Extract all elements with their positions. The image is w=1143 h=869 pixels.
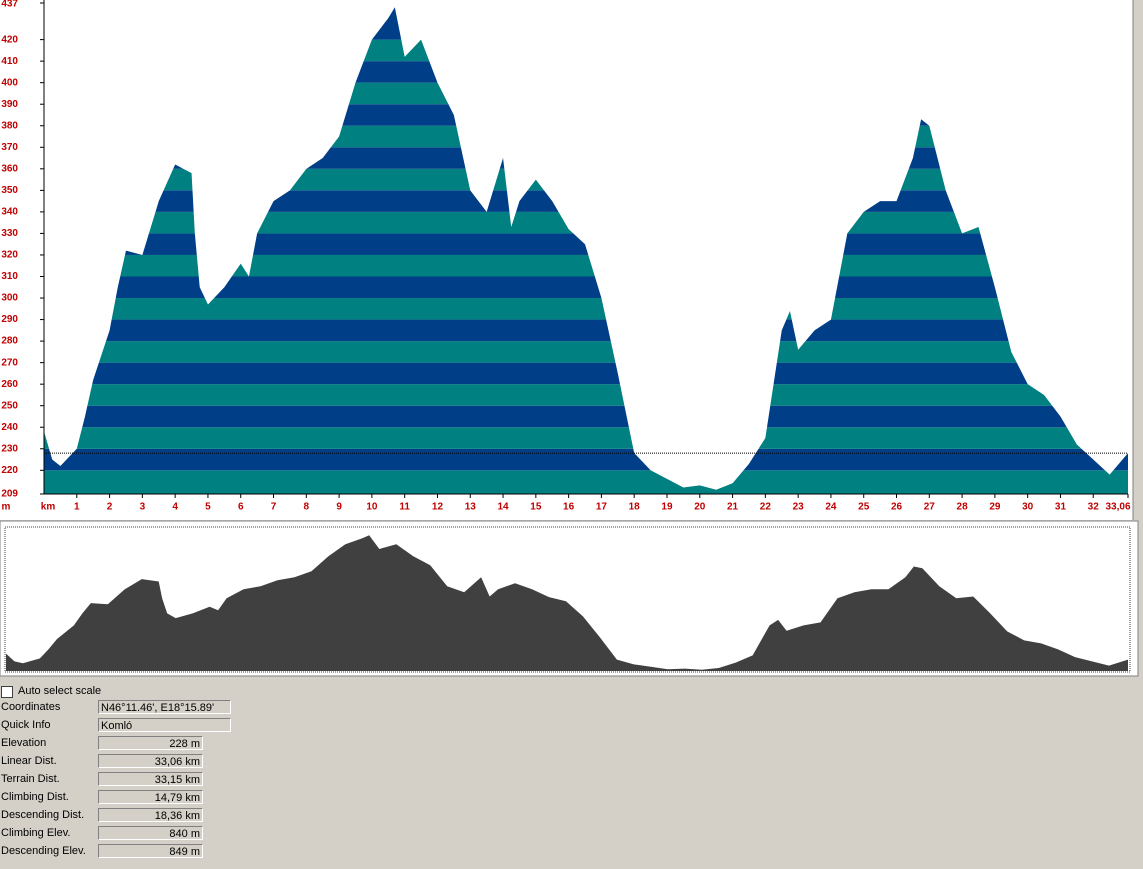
- info-label: Quick Info: [1, 719, 51, 731]
- x-tick-label: 31: [1055, 502, 1067, 513]
- y-tick-label: 250: [1, 400, 18, 411]
- y-tick-label: 270: [1, 357, 18, 368]
- x-tick-label: 23: [793, 502, 805, 513]
- info-panel: Auto select scale Coordinates N46°11.46',…: [0, 680, 1143, 869]
- x-tick-label: 3: [140, 502, 146, 513]
- info-label: Climbing Dist.: [1, 791, 69, 803]
- info-value: N46°11.46', E18°15.89': [98, 700, 231, 714]
- info-value: 18,36 km: [98, 808, 203, 822]
- x-tick-label: 15: [530, 502, 542, 513]
- stripe: [44, 448, 1128, 471]
- stripe: [44, 276, 1128, 299]
- x-tick-label: 7: [271, 502, 277, 513]
- info-label: Elevation: [1, 737, 47, 749]
- x-tick-label: 19: [661, 502, 673, 513]
- x-tick-label: 20: [694, 502, 706, 513]
- x-tick-label: 5: [205, 502, 211, 513]
- info-label: Descending Dist.: [1, 809, 85, 821]
- x-tick-label: 14: [497, 502, 509, 513]
- x-tick-label: 11: [399, 502, 410, 513]
- info-value: 228 m: [98, 736, 203, 750]
- y-tick-label: 400: [1, 77, 18, 88]
- y-tick-label: 320: [1, 250, 18, 261]
- x-tick-label: 13: [465, 502, 477, 513]
- x-tick-label: 17: [596, 502, 608, 513]
- y-axis-label: m: [2, 502, 11, 513]
- y-tick-label: 390: [1, 99, 18, 110]
- stripe: [44, 298, 1128, 320]
- x-tick-label: 25: [858, 502, 870, 513]
- y-tick-label: 290: [1, 314, 18, 325]
- stripe: [44, 254, 1128, 277]
- x-tick-label: 30: [1022, 502, 1034, 513]
- y-tick-label: 420: [1, 34, 18, 45]
- y-tick-label: 280: [1, 336, 18, 347]
- y-tick-label: 380: [1, 120, 18, 131]
- x-tick-label: 12: [432, 502, 444, 513]
- y-tick-label: 437: [1, 0, 18, 10]
- x-tick-label: 28: [957, 502, 969, 513]
- y-tick-label: 220: [1, 465, 18, 476]
- x-tick-label: 6: [238, 502, 244, 513]
- info-label: Climbing Elev.: [1, 827, 71, 839]
- stripe: [44, 470, 1128, 494]
- x-tick-label: 26: [891, 502, 903, 513]
- info-value: 33,15 km: [98, 772, 203, 786]
- stripe: [44, 319, 1128, 342]
- x-tick-label: 9: [336, 502, 342, 513]
- info-value: Komló: [98, 718, 231, 732]
- info-value: 849 m: [98, 844, 203, 858]
- y-tick-label: 260: [1, 379, 18, 390]
- x-tick-label: 2: [107, 502, 113, 513]
- y-tick-label: 370: [1, 142, 18, 153]
- y-tick-label: 240: [1, 422, 18, 433]
- x-axis-label: km: [41, 502, 56, 513]
- y-tick-label: 350: [1, 185, 18, 196]
- y-tick-label: 330: [1, 228, 18, 239]
- info-label: Descending Elev.: [1, 845, 86, 857]
- x-tick-label: 22: [760, 502, 772, 513]
- stripe: [44, 341, 1128, 363]
- elevation-chart: 2092202302402502602702802903003103203303…: [0, 0, 1139, 677]
- stripe: [44, 362, 1128, 385]
- y-tick-label: 410: [1, 56, 18, 67]
- x-tick-label: 16: [563, 502, 575, 513]
- info-value: 33,06 km: [98, 754, 203, 768]
- x-tick-label: 21: [727, 502, 739, 513]
- info-label: Linear Dist.: [1, 755, 57, 767]
- x-tick-label: 32: [1088, 502, 1100, 513]
- info-value: 14,79 km: [98, 790, 203, 804]
- x-tick-label: 33,06: [1105, 502, 1130, 513]
- stripe: [44, 427, 1128, 449]
- stripe: [44, 405, 1128, 428]
- overview-area: [6, 535, 1128, 671]
- y-tick-label: 209: [1, 489, 18, 500]
- y-tick-label: 310: [1, 271, 18, 282]
- x-tick-label: 8: [304, 502, 310, 513]
- x-tick-label: 29: [989, 502, 1001, 513]
- info-label: Terrain Dist.: [1, 773, 60, 785]
- overview-frame: [4, 526, 1131, 673]
- info-value: 840 m: [98, 826, 203, 840]
- y-tick-label: 230: [1, 443, 18, 454]
- stripe: [44, 384, 1128, 406]
- x-tick-label: 1: [74, 502, 80, 513]
- x-tick-label: 10: [366, 502, 378, 513]
- checkbox-label: Auto select scale: [18, 685, 102, 697]
- checkbox[interactable]: [1, 686, 13, 698]
- x-tick-label: 27: [924, 502, 936, 513]
- x-tick-label: 24: [825, 502, 837, 513]
- y-tick-label: 360: [1, 163, 18, 174]
- info-label: Coordinates: [1, 701, 61, 713]
- x-tick-label: 18: [629, 502, 641, 513]
- x-tick-label: 4: [172, 502, 178, 513]
- y-tick-label: 340: [1, 207, 18, 218]
- y-tick-label: 300: [1, 293, 18, 304]
